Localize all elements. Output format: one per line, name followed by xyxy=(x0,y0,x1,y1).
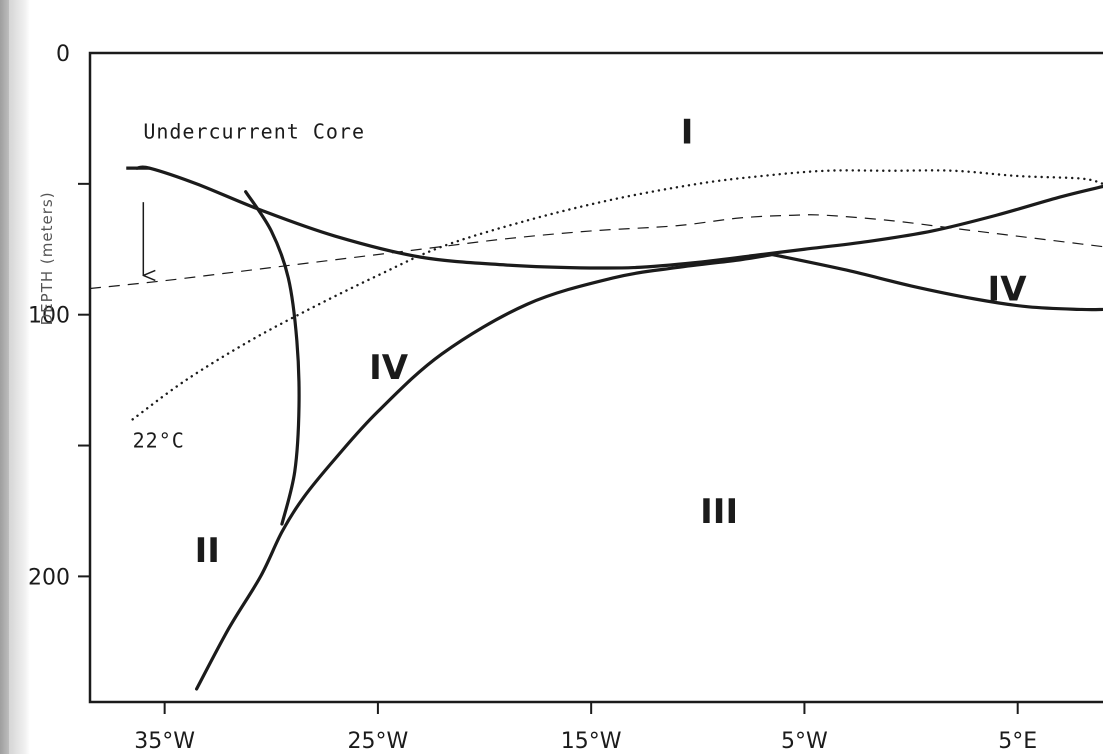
region-label: IV xyxy=(369,348,409,388)
annotation-label: Undercurrent Core xyxy=(143,120,365,144)
x-tick-label: 25°W xyxy=(348,729,409,754)
series-layer xyxy=(89,165,1103,691)
region-label: I xyxy=(681,113,694,153)
axes-frame: 0 100 200 35°W 25°W 15°W 5°W 5°E DEPTH (meters) xyxy=(28,42,1103,754)
region-label: III xyxy=(700,492,738,532)
x-tick-label: 35°W xyxy=(134,729,195,754)
plot-frame xyxy=(88,51,1103,704)
solid-boundary-line xyxy=(195,252,775,691)
region-label: IV xyxy=(988,270,1028,310)
annotation-label: 22°C xyxy=(133,428,185,452)
region-label: II xyxy=(195,531,220,571)
solid-boundary-line xyxy=(770,252,1103,312)
x-tick-label: 15°W xyxy=(561,729,622,754)
solid-boundary-line xyxy=(244,190,301,526)
y-tick-label: 0 xyxy=(56,42,70,67)
y-axis-label: DEPTH (meters) xyxy=(38,191,56,325)
y-tick-label: 100 xyxy=(28,304,70,329)
x-tick-label: 5°W xyxy=(781,729,828,754)
x-tick-label: 5°E xyxy=(998,729,1037,754)
binding-shadow xyxy=(0,0,9,754)
y-tick-label: 200 xyxy=(28,565,70,590)
dashed-line xyxy=(89,214,1103,290)
